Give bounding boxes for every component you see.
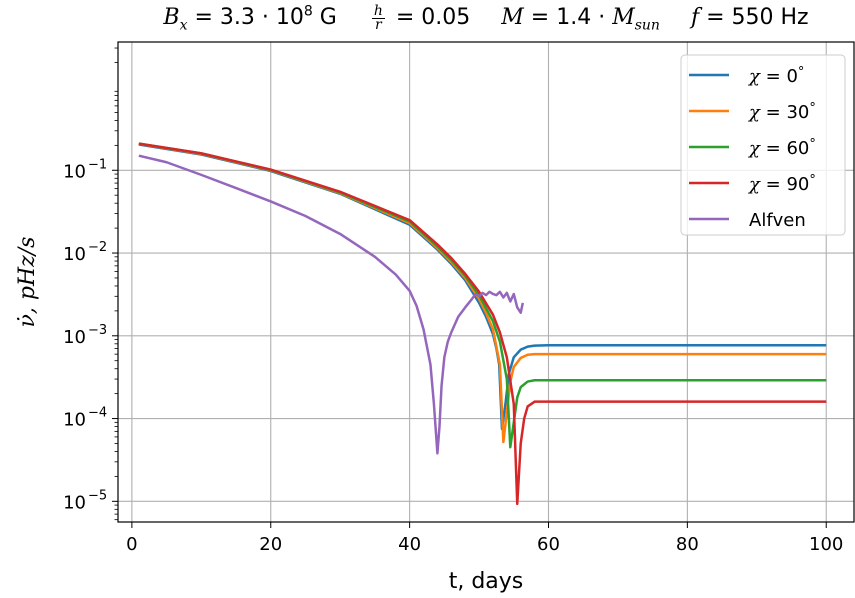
y-tick-label: 10 (63, 161, 86, 182)
x-tick-label: 80 (676, 534, 699, 555)
title-mass: M = 1.4 · Msun (501, 5, 660, 34)
legend-label-3: χ = 90° (747, 173, 816, 195)
x-tick-label: 40 (398, 534, 421, 555)
y-tick-exponent: −5 (88, 488, 107, 503)
legend-degree: ° (798, 65, 805, 80)
legend-degree: ° (809, 173, 816, 188)
legend-value: = 30 (760, 102, 809, 123)
legend-box (680, 54, 846, 236)
legend: χ = 0°χ = 30°χ = 60°χ = 90°Alfven (680, 54, 846, 236)
title-freq: f = 550 Hz (690, 5, 809, 31)
legend-label-1: χ = 30° (747, 101, 816, 123)
y-tick-label: 10 (63, 327, 86, 348)
legend-symbol: χ (747, 66, 761, 87)
title-bx: Bx = 3.3 · 108 G (163, 4, 337, 34)
y-axis-label: ν̇, pHz/s (15, 237, 40, 328)
legend-label-4: Alfven (749, 210, 806, 231)
grid (118, 42, 854, 522)
legend-degree: ° (809, 137, 816, 152)
legend-symbol: χ (747, 138, 761, 159)
y-tick-exponent: −3 (88, 323, 107, 338)
series-line-3 (138, 142, 827, 506)
plot-frame (117, 41, 855, 523)
y-tick-label: 10 (63, 410, 86, 431)
legend-degree: ° (809, 101, 816, 116)
x-tick-label: 100 (809, 534, 843, 555)
legend-value: Alfven (749, 210, 806, 231)
x-tick-label: 60 (537, 534, 560, 555)
series-line-4 (138, 154, 525, 455)
y-tick-exponent: −2 (88, 240, 107, 255)
legend-value: = 60 (760, 138, 809, 159)
series-group (138, 142, 827, 506)
y-ticks: 10−510−410−310−210−1 (63, 47, 118, 521)
x-axis-label: t, days (449, 569, 524, 594)
y-tick-label: 10 (63, 244, 86, 265)
x-tick-label: 20 (259, 534, 282, 555)
y-tick-label: 10 (63, 492, 86, 513)
legend-label-2: χ = 60° (747, 137, 816, 159)
x-tick-label: 0 (126, 534, 137, 555)
x-ticks: 0 20 40 60 80 100 (126, 522, 843, 555)
legend-symbol: χ (747, 174, 761, 195)
legend-value: = 0 (760, 66, 798, 87)
legend-value: = 90 (760, 174, 809, 195)
y-tick-exponent: −4 (88, 406, 107, 421)
y-tick-exponent: −1 (88, 157, 107, 172)
legend-label-0: χ = 0° (747, 65, 804, 87)
legend-symbol: χ (747, 102, 761, 123)
